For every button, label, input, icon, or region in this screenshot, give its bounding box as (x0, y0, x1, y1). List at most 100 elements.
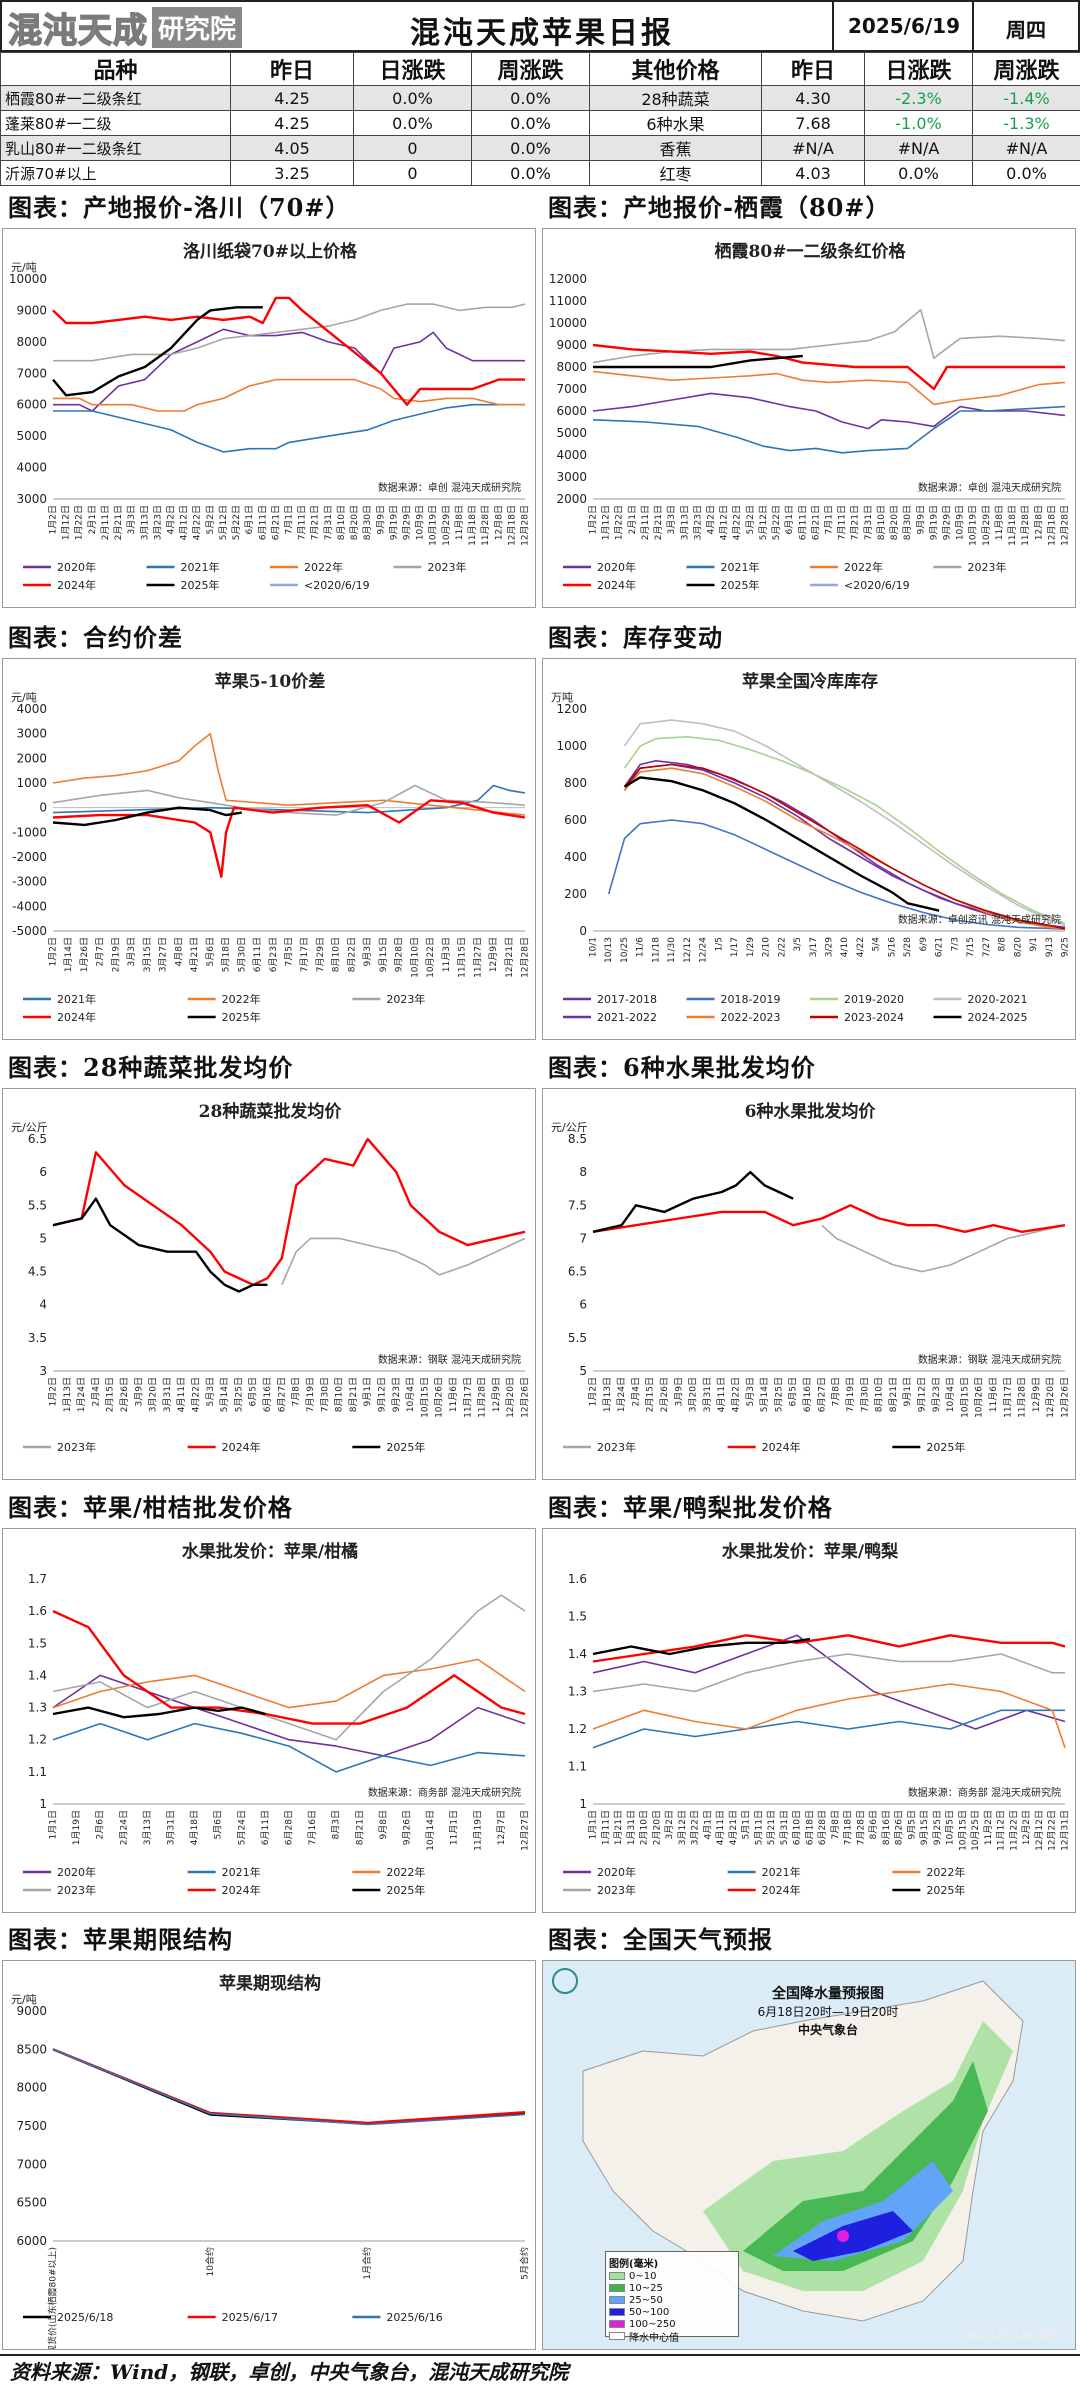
x-tick-label: 6月1日 (784, 505, 795, 534)
chart-container: 苹果5-10价差 元/吨 -5000 -4000 -3000 -2000 -1000 0 100… (2, 658, 536, 1040)
x-tick-label: 1/29 (746, 937, 756, 957)
x-tick-label: 4月21日 (728, 1810, 739, 1845)
x-tick-label: 8月21日 (348, 1377, 359, 1412)
x-tick-label: 5/28 (903, 937, 913, 957)
panel-title: 图表：28种蔬菜批发均价 (8, 1053, 294, 1082)
x-tick-label: 9/1 (1029, 937, 1039, 951)
series-line (592, 1709, 1065, 1749)
y-tick-label: 6 (579, 1298, 587, 1312)
x-tick-label: 1月2日 (48, 937, 59, 966)
chart-container: 栖霞80#一二级条红价格 2000 3000 4000 5000 6000 7000 8000… (542, 228, 1076, 608)
x-tick-label: 7月30日 (859, 1377, 870, 1412)
x-tick-label: 12月26日 (1060, 1377, 1071, 1418)
x-tick-label: 3月20日 (148, 1377, 159, 1412)
legend-label: 2023年 (57, 1440, 96, 1454)
chart-source: 数据来源：钢联 混沌天成研究院 (378, 1353, 521, 1366)
panel-inventory: 图表：库存变动 苹果全国冷库库存 万吨 0 200 400 600 800 1000 1200 1… (540, 620, 1080, 1040)
rain-band-moderate (743, 2061, 988, 2271)
x-tick-label: 12月18日 (506, 505, 517, 546)
y-tick-label: 4.5 (28, 1265, 47, 1279)
panel-title: 图表：苹果/柑桔批发价格 (8, 1493, 293, 1522)
x-tick-label: 6月11日 (257, 505, 268, 540)
cell: 0.0% (353, 85, 472, 111)
rain-band-rainstorm (793, 2211, 913, 2261)
y-tick-label: 9000 (16, 303, 47, 317)
y-axis-unit: 元/吨 (11, 691, 37, 704)
x-tick-label: 3月27日 (158, 937, 169, 972)
col-header: 日涨跌 (864, 52, 973, 86)
legend-label: 2022-2023 (721, 1011, 781, 1024)
legend-label: 2025年 (721, 578, 760, 592)
legend-label: 2021年 (181, 560, 220, 574)
legend-label: 2025年 (222, 1010, 261, 1024)
y-tick-label: 3000 (16, 492, 47, 506)
series-line (623, 767, 1066, 930)
cell: -2.3% (864, 85, 973, 111)
x-tick-label: 6月11日 (797, 505, 808, 540)
x-tick-label: 2月4日 (90, 1377, 101, 1406)
chart-container: 28种蔬菜批发均价 元/公斤 3 3.5 4 4.5 5 5.5 6 6.5 1月2日 1月13日 1月… (2, 1088, 536, 1480)
x-tick-label: 10/1 (589, 937, 599, 957)
x-tick-label: 1月12日 (601, 505, 612, 540)
x-tick-label: 10月26日 (974, 1377, 985, 1418)
x-tick-label: 现货价(山东栖霞80#以上) (47, 2247, 59, 2350)
x-tick-label: 3月3日 (126, 505, 137, 534)
x-tick-label: 7月1日 (824, 505, 835, 534)
y-tick-label: 1.3 (568, 1685, 587, 1699)
x-tick-label: 9月19日 (388, 505, 399, 540)
legend-label: 2021年 (721, 560, 760, 574)
x-tick-label: 1月2日 (588, 1377, 599, 1406)
x-tick-label: 8月26日 (894, 1810, 905, 1845)
series-line (592, 1683, 1066, 1749)
y-tick-label: 2000 (556, 492, 587, 506)
x-tick-label: 3月31日 (166, 1810, 177, 1845)
panel-title: 图表：产地报价-栖霞（80#） (548, 193, 891, 222)
x-tick-label: 6月21日 (270, 505, 281, 540)
x-tick-label: 11月6日 (988, 1377, 999, 1412)
series-line (52, 784, 526, 814)
y-tick-label: 4000 (16, 702, 47, 716)
x-tick-label: 11月18日 (1007, 505, 1018, 546)
series-line (607, 819, 1066, 930)
legend-label: 2023年 (428, 560, 467, 574)
x-tick-label: 3月13日 (142, 1810, 153, 1845)
legend-label: 2023-2024 (844, 1011, 904, 1024)
x-tick-label: 12月20日 (505, 1377, 516, 1418)
cell: 香蕉 (589, 135, 762, 161)
x-tick-label: 8月20日 (889, 505, 900, 540)
header-divider (972, 2, 974, 50)
x-tick-label: 11月28日 (1020, 505, 1031, 546)
series-line (52, 1610, 526, 1725)
legend-item: 10~25 (609, 2282, 735, 2294)
map-legend: 图例(毫米) 0~10 10~25 25~50 50~100 100~250 降… (605, 2251, 739, 2344)
x-tick-label: 10月5日 (945, 1810, 956, 1845)
series-line (623, 736, 1066, 925)
x-tick-label: 4月12日 (719, 505, 730, 540)
x-tick-label: 5月12日 (218, 505, 229, 540)
x-tick-label: 10月14日 (425, 1810, 436, 1851)
legend-label: <2020/6/19 (844, 579, 910, 592)
chart-title: 栖霞80#一二级条红价格 (715, 241, 907, 262)
y-tick-label: 5000 (556, 426, 587, 440)
chart-container: 水果批发价：苹果/柑橘 1 1.1 1.2 1.3 1.4 1.5 1.6 1.7 1月1日 1月1… (2, 1528, 536, 1913)
x-tick-label: 7月5日 (284, 937, 295, 966)
x-tick-label: 7月31日 (323, 505, 334, 540)
y-tick-label: 1200 (556, 702, 587, 716)
y-tick-label: 3.5 (28, 1331, 47, 1345)
legend-label: 2021年 (222, 1865, 261, 1879)
chart-title: 洛川纸袋70#以上价格 (183, 241, 358, 262)
x-tick-label: 8月10日 (331, 937, 342, 972)
x-tick-label: 4/22 (856, 937, 866, 957)
y-tick-label: 3000 (556, 470, 587, 484)
series-line (623, 776, 940, 912)
col-header: 日涨跌 (353, 52, 472, 86)
x-tick-label: 4月11日 (716, 1377, 727, 1412)
y-tick-label: 5.5 (28, 1198, 47, 1212)
y-tick-label: 4 (39, 1298, 47, 1312)
legend-label: 10~25 (629, 2282, 663, 2294)
y-tick-label: 8500 (16, 2042, 47, 2056)
y-tick-label: 1.2 (568, 1722, 587, 1736)
cell: 乳山80#一二级条红 (0, 135, 231, 161)
